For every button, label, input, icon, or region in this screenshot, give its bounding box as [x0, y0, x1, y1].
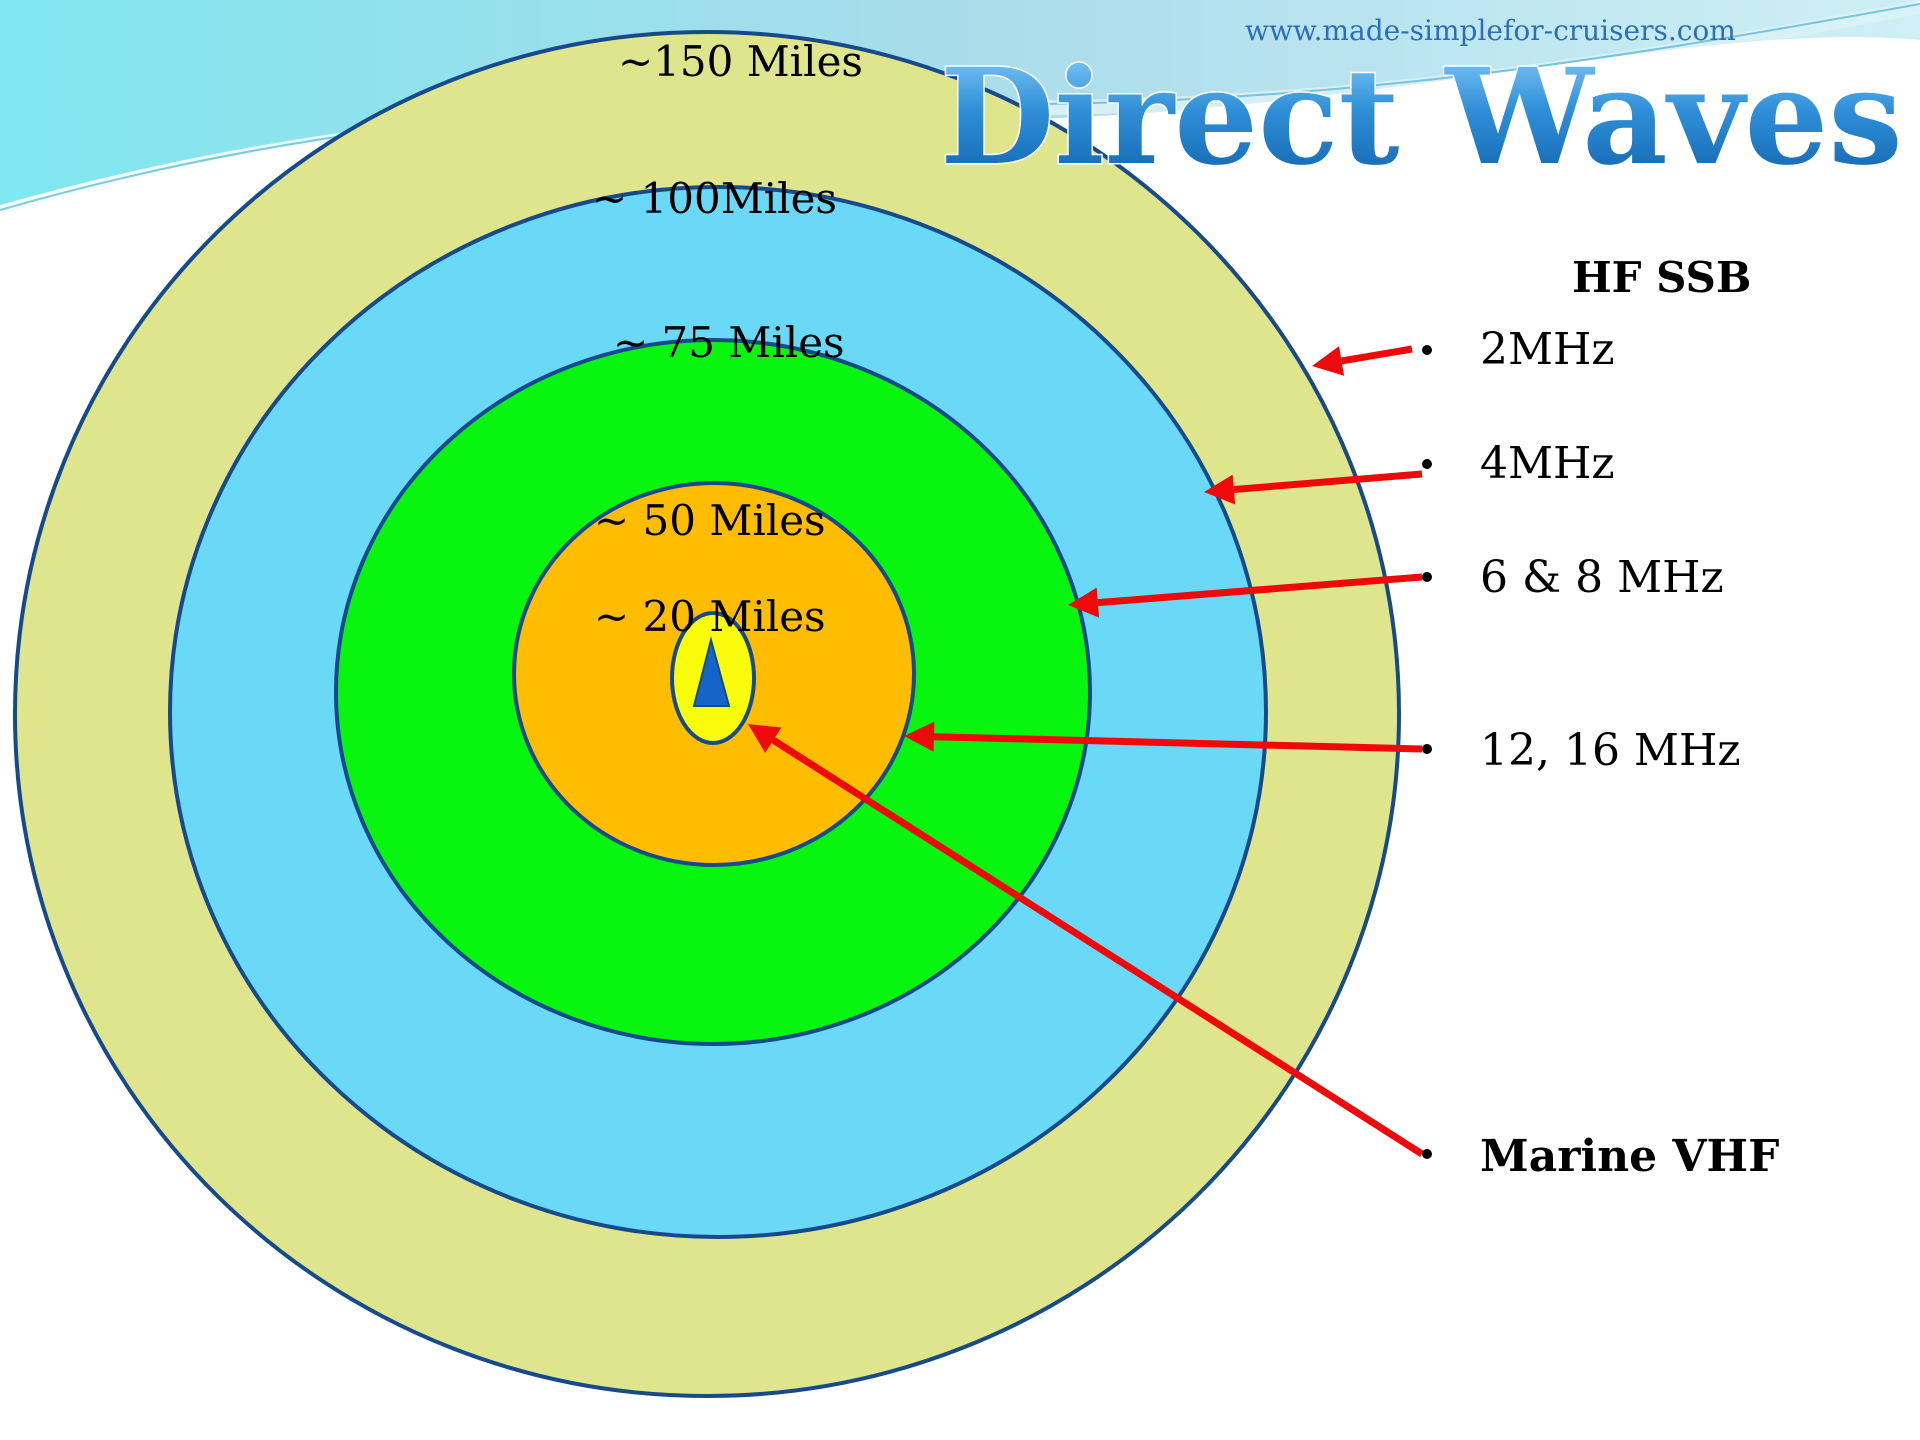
bullet-icon	[1422, 744, 1432, 754]
legend-item-6-8mhz: 6 & 8 MHz	[1480, 552, 1724, 603]
bullet-icon	[1422, 1149, 1432, 1159]
arrow-12-16mhz	[904, 721, 1423, 753]
arrow-shaft	[1340, 345, 1413, 365]
arrow-icon	[1204, 474, 1236, 505]
arrow-6-8mhz	[1068, 573, 1423, 618]
ring-label-100: ~ 100Miles	[592, 174, 837, 223]
arrow-marine-vhf	[748, 724, 1424, 1157]
arrow-shaft	[933, 733, 1423, 753]
arrow-icon	[1312, 346, 1345, 376]
legend-heading: HF SSB	[1572, 253, 1751, 302]
legend-item-4mhz: 4MHz	[1480, 438, 1615, 489]
legend-item-marine-vhf: Marine VHF	[1480, 1131, 1779, 1182]
ring-labels: ~150 Miles ~ 100Miles ~ 75 Miles ~ 50 Mi…	[592, 37, 863, 641]
legend-item-2mhz: 2MHz	[1480, 324, 1615, 375]
page-title: Direct Waves	[940, 40, 1903, 195]
arrow-shaft	[1233, 470, 1423, 494]
arrow-icon	[904, 721, 935, 752]
arrow-shaft	[771, 737, 1424, 1157]
bullet-icon	[1422, 572, 1432, 582]
ring-label-50: ~ 50 Miles	[594, 496, 826, 545]
frequency-legend: HF SSB 2MHz 4MHz 6 & 8 MHz 12, 16 MHz Ma…	[1422, 253, 1779, 1182]
website-url: www.made-simplefor-cruisers.com	[1245, 14, 1736, 47]
arrow-4mhz	[1204, 470, 1423, 505]
bullet-icon	[1422, 459, 1432, 469]
bullet-icon	[1422, 345, 1432, 355]
arrow-icon	[748, 724, 782, 753]
ring-label-20: ~ 20 Miles	[594, 592, 826, 641]
arrow-shaft	[1097, 573, 1423, 607]
arrows	[748, 345, 1424, 1157]
arrow-icon	[1068, 587, 1100, 618]
range-rings	[13, 30, 1401, 1398]
legend-item-12-16mhz: 12, 16 MHz	[1480, 725, 1741, 776]
antenna-icon	[692, 636, 731, 707]
ring-label-75: ~ 75 Miles	[613, 318, 845, 367]
ring-label-150: ~150 Miles	[618, 37, 863, 86]
arrow-2mhz	[1312, 345, 1413, 376]
